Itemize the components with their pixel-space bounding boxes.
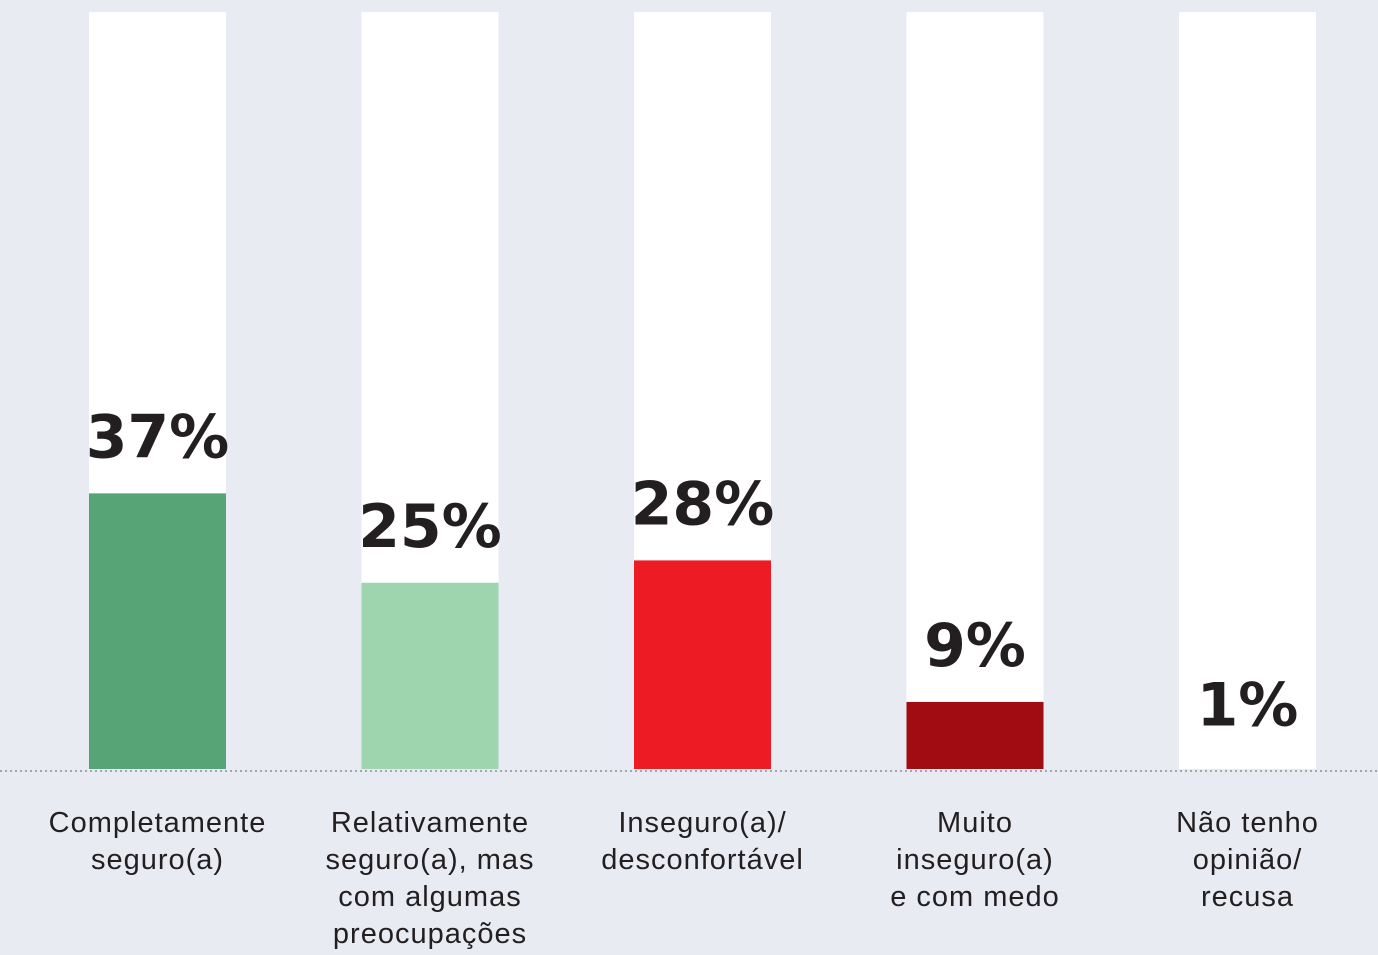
category-label: Muito inseguro(a) e com medo [890,807,1060,913]
value-label: 37% [86,402,230,472]
category-label-line: Completamente [49,807,267,839]
value-label: 25% [358,492,502,562]
category-label-line: recusa [1201,881,1294,913]
value-label: 9% [924,611,1026,681]
category-label-line: Relativamente [331,807,529,839]
category-label-line: e com medo [890,881,1060,913]
bar [361,582,499,769]
category-label-line: Muito [937,807,1013,839]
category-label-line: inseguro(a) [896,844,1054,876]
category-label: Não tenho opinião/recusa [1176,807,1319,913]
category-label-line: seguro(a), mas [325,844,534,876]
bar [906,701,1044,769]
category-label-line: desconfortável [601,844,804,876]
value-label: 1% [1197,671,1299,741]
category-label-line: preocupações [333,918,527,950]
category-label: Inseguro(a)/ desconfortável [601,807,804,876]
category-label-line: com algumas [338,881,521,913]
bar [89,493,226,769]
bar [634,560,771,769]
value-label: 28% [631,469,775,539]
category-label-line: opinião/ [1193,844,1303,876]
bar [1179,761,1316,769]
category-label-line: Não tenho [1176,807,1319,839]
bar-track [1179,12,1316,769]
category-label: Relativamente seguro(a), mas com algumas pr… [325,807,534,950]
category-label-line: seguro(a) [91,844,224,876]
category-label-line: Inseguro(a)/ [618,807,786,839]
bar-track [906,12,1044,769]
category-label: Completamente seguro(a) [49,807,267,876]
